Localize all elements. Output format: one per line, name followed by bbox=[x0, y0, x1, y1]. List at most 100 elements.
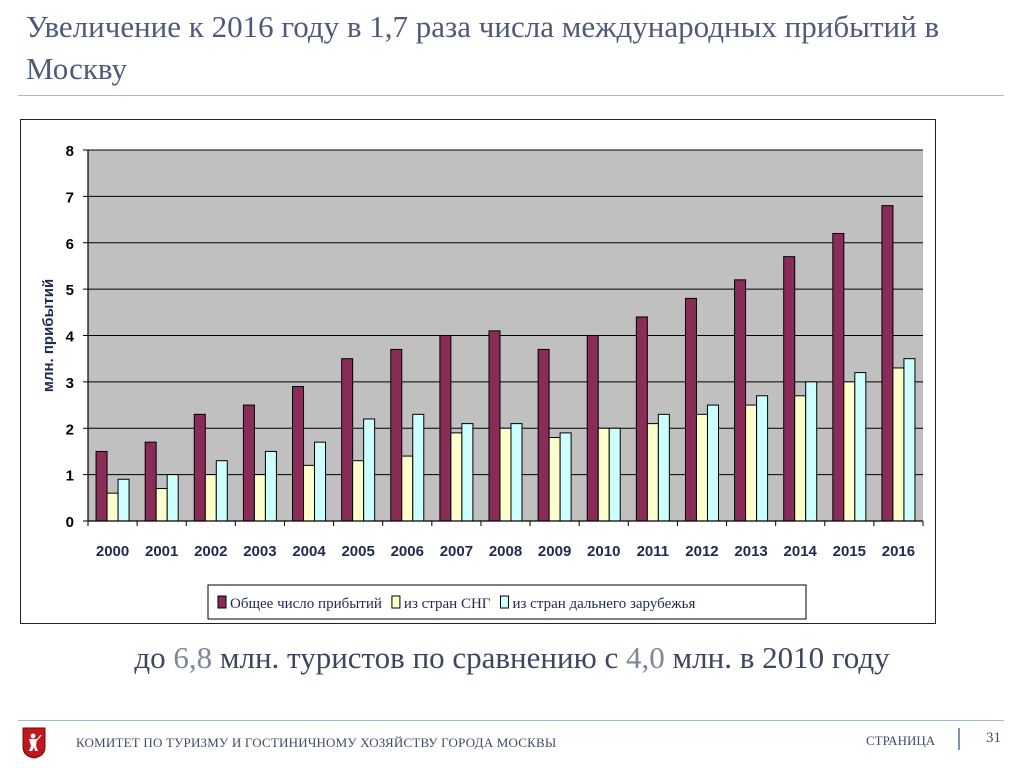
bar-far bbox=[559, 432, 572, 522]
bar-cis bbox=[597, 427, 610, 522]
bar-total bbox=[390, 348, 403, 522]
x-tick-label: 2015 bbox=[833, 543, 866, 560]
bar-cis bbox=[303, 464, 316, 522]
x-tick-label: 2006 bbox=[391, 543, 424, 560]
footer-page-label: СТРАНИЦА bbox=[866, 733, 936, 748]
y-tick-label: 2 bbox=[66, 421, 74, 438]
y-tick-label: 6 bbox=[66, 236, 74, 253]
bar-total bbox=[684, 297, 697, 522]
summary-text: до 6,8 млн. туристов по сравнению с 4,0 … bbox=[0, 640, 1024, 676]
bar-far bbox=[657, 413, 670, 522]
x-tick-label: 2013 bbox=[734, 543, 767, 560]
x-tick-label: 2012 bbox=[685, 543, 718, 560]
footer-divider bbox=[18, 720, 1004, 721]
x-tick-label: 2009 bbox=[538, 543, 571, 560]
bar-far bbox=[756, 395, 769, 522]
x-tick-label: 2004 bbox=[292, 543, 326, 560]
bar-far bbox=[608, 427, 621, 522]
bar-far bbox=[412, 413, 425, 522]
bar-total bbox=[832, 232, 845, 522]
summary-value-2010: 4,0 bbox=[626, 640, 665, 675]
bar-cis bbox=[843, 381, 856, 522]
x-tick-label: 2014 bbox=[784, 543, 818, 560]
bar-cis bbox=[548, 437, 561, 522]
x-tick-label: 2002 bbox=[194, 543, 227, 560]
legend-label: Общее число прибытий bbox=[230, 596, 382, 612]
moscow-emblem-icon bbox=[22, 727, 46, 759]
x-tick-label: 2001 bbox=[145, 543, 178, 560]
bar-total bbox=[783, 256, 796, 522]
bar-cis bbox=[450, 432, 463, 522]
y-tick-label: 3 bbox=[66, 375, 74, 392]
bar-total bbox=[734, 279, 747, 522]
bar-far bbox=[166, 474, 179, 522]
chart-frame: 0 1 2 3 4 5 6 7 8 млн. прибытий 2000 2001 2002 2003 20… bbox=[20, 119, 936, 624]
bar-cis bbox=[499, 427, 512, 522]
bar-total bbox=[881, 205, 894, 522]
bar-far bbox=[215, 460, 228, 522]
x-tick-label: 2003 bbox=[243, 543, 276, 560]
bar-cis bbox=[892, 367, 905, 522]
bar-total bbox=[586, 335, 599, 522]
bar-cis bbox=[204, 474, 217, 522]
legend-swatch-cis bbox=[391, 595, 401, 609]
bar-total bbox=[488, 330, 501, 522]
bar-cis bbox=[106, 492, 119, 522]
bar-far bbox=[363, 418, 376, 522]
summary-part: млн. туристов по сравнению с bbox=[212, 640, 627, 675]
bar-far bbox=[117, 478, 130, 522]
bar-cis bbox=[794, 395, 807, 522]
bar-far bbox=[510, 423, 523, 522]
bar-cis bbox=[401, 455, 414, 522]
x-tick-label: 2007 bbox=[440, 543, 473, 560]
bar-cis bbox=[352, 460, 365, 522]
bar-far bbox=[706, 404, 719, 522]
bar-far bbox=[805, 381, 818, 522]
legend-swatch-far bbox=[499, 595, 509, 609]
bar-total bbox=[144, 441, 157, 522]
bar-cis bbox=[695, 413, 708, 522]
legend-label: из стран СНГ bbox=[404, 596, 491, 612]
y-tick-label: 1 bbox=[66, 468, 74, 485]
bar-total bbox=[292, 386, 305, 522]
summary-part: млн. в 2010 году bbox=[664, 640, 890, 675]
bar-total bbox=[635, 316, 648, 522]
bar-total bbox=[341, 358, 354, 522]
bar-far bbox=[854, 372, 867, 522]
y-tick-label: 8 bbox=[66, 143, 74, 160]
legend-swatch-total bbox=[217, 595, 227, 609]
y-tick-label: 0 bbox=[66, 514, 74, 531]
bar-total bbox=[242, 404, 255, 522]
footer-separator bbox=[958, 728, 960, 750]
bar-total bbox=[537, 348, 550, 522]
x-tick-label: 2016 bbox=[882, 543, 915, 560]
page-title: Увеличение к 2016 году в 1,7 раза числа … bbox=[26, 9, 940, 86]
x-tick-label: 2008 bbox=[489, 543, 522, 560]
y-tick-label: 7 bbox=[66, 189, 74, 206]
y-tick-label: 4 bbox=[66, 329, 75, 346]
x-tick-label: 2011 bbox=[637, 543, 670, 560]
footer-organization: КОМИТЕТ ПО ТУРИЗМУ И ГОСТИНИЧНОМУ ХОЗЯЙС… bbox=[76, 735, 557, 750]
bar-cis bbox=[155, 488, 168, 522]
y-axis-title: млн. прибытий bbox=[40, 279, 57, 392]
x-tick-label: 2005 bbox=[341, 543, 374, 560]
bar-far bbox=[264, 450, 277, 522]
x-tick-label: 2010 bbox=[587, 543, 620, 560]
summary-value-2016: 6,8 bbox=[173, 640, 213, 675]
title-divider bbox=[18, 95, 1004, 96]
bar-far bbox=[314, 441, 327, 522]
bar-chart: 0 1 2 3 4 5 6 7 8 млн. прибытий 2000 2001 2002 2003 20… bbox=[40, 143, 924, 620]
bar-cis bbox=[253, 474, 266, 522]
legend-label: из стран дальнего зарубежья bbox=[512, 596, 695, 612]
bar-far bbox=[461, 423, 474, 522]
bar-total bbox=[439, 335, 452, 522]
bar-cis bbox=[745, 404, 758, 522]
page-number: 31 bbox=[986, 730, 1001, 746]
x-tick-label: 2000 bbox=[96, 543, 129, 560]
bar-total bbox=[193, 413, 206, 522]
bar-cis bbox=[646, 423, 659, 522]
y-tick-label: 5 bbox=[66, 282, 74, 299]
bar-total bbox=[95, 450, 108, 522]
summary-part: до bbox=[134, 640, 174, 675]
bar-far bbox=[903, 358, 916, 522]
